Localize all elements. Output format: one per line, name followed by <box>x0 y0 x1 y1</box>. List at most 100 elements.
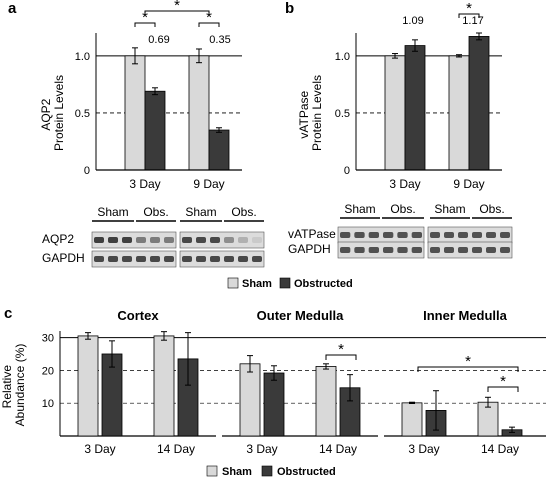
blot-band <box>122 256 132 262</box>
x-tick-label: 14 Day <box>481 442 519 456</box>
significance-bracket <box>417 366 519 372</box>
blot-band <box>108 256 118 262</box>
legend-label-obstructed-c: Obstructed <box>277 466 336 478</box>
y-axis-label-c: Relative Abundance (%) <box>0 344 27 427</box>
value-annotation: 0.35 <box>209 34 230 46</box>
bar-obstructed-1 <box>468 36 490 171</box>
blot-band <box>444 247 454 253</box>
bar-obstructed-0 <box>404 45 426 171</box>
blot-group-label: Obs. <box>143 205 168 219</box>
subplot-title: Outer Medulla <box>257 308 344 323</box>
blot-band <box>383 247 394 253</box>
significance-bracket <box>487 386 519 392</box>
blot-band <box>150 256 160 262</box>
bar-obstructed-0 <box>144 90 166 171</box>
blot-band <box>164 256 174 262</box>
y-tick-label: 1.0 <box>75 51 90 63</box>
blot-group-label: Sham <box>344 202 375 216</box>
blot-strip <box>337 226 425 244</box>
x-tick-label: 14 Day <box>319 442 357 456</box>
blot-band <box>136 237 146 243</box>
blot-band <box>210 256 220 262</box>
x-tick-label: 3 Day <box>408 442 439 456</box>
value-annotation: 1.09 <box>402 15 423 27</box>
legend-swatch-sham-c <box>206 465 218 477</box>
y-tick-label: 1.0 <box>335 51 350 63</box>
chart-a: AQP2 Protein Levels 0 0.5 1.0 3 Day 9 Day 0.6… <box>39 0 242 191</box>
y-tick-label: 0.5 <box>75 108 90 120</box>
y-axis-label-c-line1: Relative <box>0 365 14 409</box>
blot-band <box>354 247 365 253</box>
blot-band <box>472 247 482 253</box>
panel-label-a: a <box>8 0 17 17</box>
significance-bracket <box>134 22 156 27</box>
blot-row-label: AQP2 <box>42 232 74 246</box>
blot-band <box>182 237 192 243</box>
significance-bracket <box>458 13 480 18</box>
bar-sham-1 <box>188 55 210 171</box>
chart-b: vATPase Protein Levels 0 0.5 1.0 3 Day 9 Day… <box>297 0 502 191</box>
blot-band <box>354 232 365 238</box>
western-blot-a: Sham Obs. Sham Obs. AQP2 GAPDH <box>42 205 265 268</box>
blot-group-label: Obs. <box>231 205 256 219</box>
legend-top: Sham Obstructed <box>227 277 353 290</box>
blot-band <box>94 237 104 243</box>
blot-group-label: Sham <box>185 205 216 219</box>
blot-band <box>238 237 248 243</box>
y-axis-label-a-line2: Protein Levels <box>52 75 66 151</box>
blot-group-label: Obs. <box>390 202 415 216</box>
blot-row-label: GAPDH <box>42 251 85 265</box>
blot-band <box>182 256 192 262</box>
bar-sham-1 <box>448 55 470 171</box>
blot-band <box>210 237 220 243</box>
blot-band <box>472 232 482 238</box>
blot-band <box>224 256 234 262</box>
bar-obstructed-1 <box>208 129 230 171</box>
blot-band <box>397 247 408 253</box>
blot-band <box>486 232 496 238</box>
blot-group-label: Sham <box>97 205 128 219</box>
blot-band <box>458 247 468 253</box>
bar-sham <box>401 402 423 437</box>
blot-strip <box>179 231 265 249</box>
x-tick-label: 3 Day <box>246 442 277 456</box>
legend-bottom: Sham Obstructed <box>206 465 336 478</box>
blot-band <box>196 237 206 243</box>
significance-star: * <box>465 353 471 370</box>
y-axis-label-a-line1: AQP2 <box>39 98 53 130</box>
bar-sham-0 <box>124 55 146 171</box>
y-tick-label: 10 <box>42 398 54 410</box>
blot-strip <box>427 226 513 244</box>
blot-strip <box>179 250 265 268</box>
blot-band <box>196 256 206 262</box>
subplot-title: Cortex <box>117 308 159 323</box>
blot-band <box>252 256 262 262</box>
bar-obstructed <box>263 372 285 437</box>
blot-strip <box>91 231 177 249</box>
x-tick-label: 3 Day <box>389 177 420 191</box>
blot-band <box>238 256 248 262</box>
blot-band <box>224 237 234 243</box>
blot-band <box>164 237 174 243</box>
significance-star: * <box>500 373 506 390</box>
legend-label-obstructed: Obstructed <box>294 278 353 290</box>
legend-swatch-obstructed-c <box>261 465 273 477</box>
x-tick-label: 3 Day <box>84 442 115 456</box>
y-axis-label-b-line2: Protein Levels <box>310 75 324 151</box>
bar-sham <box>315 366 337 437</box>
significance-star: * <box>466 0 472 17</box>
panel-label-b: b <box>285 0 294 17</box>
significance-star: * <box>206 9 212 26</box>
blot-band <box>122 237 132 243</box>
y-axis-label-c-line2: Abundance (%) <box>13 344 27 427</box>
blot-band <box>150 237 160 243</box>
bar-sham <box>239 363 261 437</box>
blot-row-label: vATPase <box>288 227 336 241</box>
y-tick-label: 0 <box>344 165 350 177</box>
blot-band <box>430 247 440 253</box>
blot-band <box>458 232 468 238</box>
y-tick-label: 30 <box>42 333 54 345</box>
blot-group-label: Obs. <box>479 202 504 216</box>
blot-band <box>368 232 379 238</box>
